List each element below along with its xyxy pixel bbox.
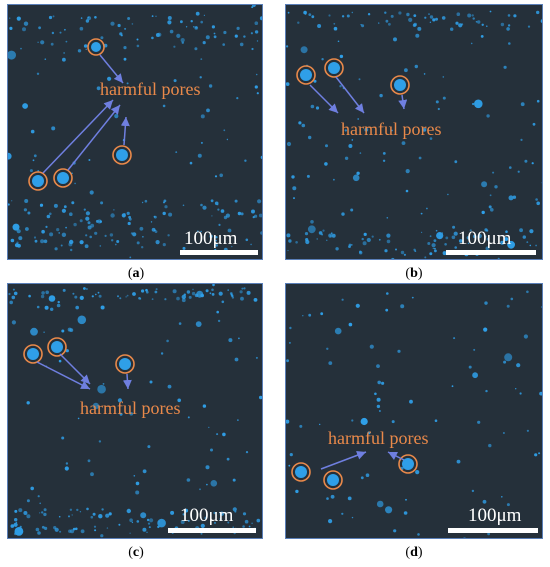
- scale-label-d: 100μm: [468, 505, 522, 526]
- scale-label-a: 100μm: [184, 228, 238, 249]
- caption-a: (a): [127, 266, 145, 281]
- annotation-label-c: harmful pores: [80, 398, 181, 418]
- caption-d: (d): [405, 545, 423, 560]
- annotation-label-d: harmful pores: [328, 428, 429, 448]
- scale-label-b: 100μm: [458, 228, 512, 249]
- pore-image-b: [286, 10, 542, 259]
- scale-bar-d: [448, 528, 538, 533]
- micrograph-panel-c: harmful pores 100μm: [7, 283, 263, 539]
- scale-bar-b: [446, 250, 536, 255]
- scale-bar-a: [180, 250, 258, 255]
- annotation-label-b: harmful pores: [341, 119, 442, 139]
- micrograph-panel-b: harmful pores 100μm: [285, 4, 543, 260]
- pore-image-a: [8, 5, 262, 259]
- caption-c: (c): [128, 545, 144, 560]
- pore-image-d: [286, 290, 542, 538]
- scale-label-c: 100μm: [180, 505, 234, 526]
- scale-bar-c: [168, 528, 256, 533]
- micrograph-panel-d: harmful pores 100μm: [285, 283, 543, 539]
- annotation-label-a: harmful pores: [100, 79, 201, 99]
- micrograph-panel-a: harmful pores 100μm: [7, 4, 263, 260]
- caption-b: (b): [405, 266, 423, 281]
